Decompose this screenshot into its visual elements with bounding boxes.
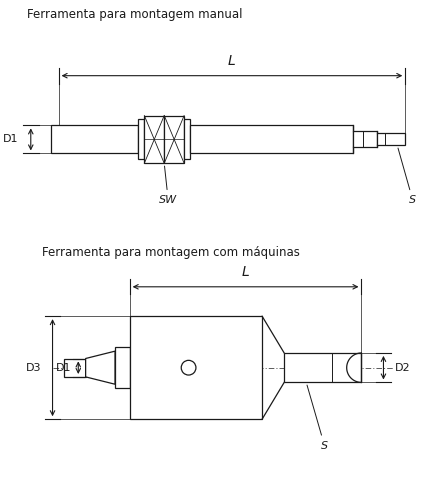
Polygon shape bbox=[85, 351, 115, 384]
Text: SW: SW bbox=[159, 166, 177, 205]
Text: D2: D2 bbox=[395, 363, 410, 373]
Bar bbox=[51, 125, 138, 153]
Bar bbox=[130, 316, 262, 419]
Text: L: L bbox=[242, 265, 249, 280]
Bar bbox=[284, 353, 361, 382]
Text: Ferramenta para montagem manual: Ferramenta para montagem manual bbox=[27, 8, 242, 21]
Text: L: L bbox=[228, 54, 236, 68]
Text: D1: D1 bbox=[55, 363, 71, 373]
Text: Ferramenta para montagem com máquinas: Ferramenta para montagem com máquinas bbox=[41, 246, 300, 260]
Bar bbox=[115, 348, 130, 388]
Text: S: S bbox=[307, 385, 328, 451]
Text: S: S bbox=[398, 148, 416, 205]
Text: D1: D1 bbox=[3, 134, 19, 144]
Bar bbox=[164, 116, 184, 163]
Text: D3: D3 bbox=[26, 363, 41, 373]
Bar bbox=[144, 116, 164, 163]
Bar bbox=[64, 358, 85, 377]
Bar bbox=[377, 133, 405, 145]
Bar bbox=[190, 125, 354, 153]
Circle shape bbox=[181, 360, 196, 375]
Bar bbox=[354, 131, 377, 147]
Bar bbox=[184, 120, 190, 159]
Bar bbox=[138, 120, 144, 159]
